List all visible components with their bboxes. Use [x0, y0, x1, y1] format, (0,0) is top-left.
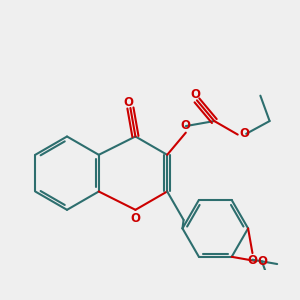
Text: O: O — [124, 96, 134, 109]
Text: O: O — [257, 255, 267, 268]
Text: O: O — [248, 254, 257, 267]
Text: O: O — [130, 212, 140, 225]
Text: O: O — [190, 88, 200, 101]
Text: O: O — [181, 119, 191, 132]
Text: O: O — [239, 127, 249, 140]
